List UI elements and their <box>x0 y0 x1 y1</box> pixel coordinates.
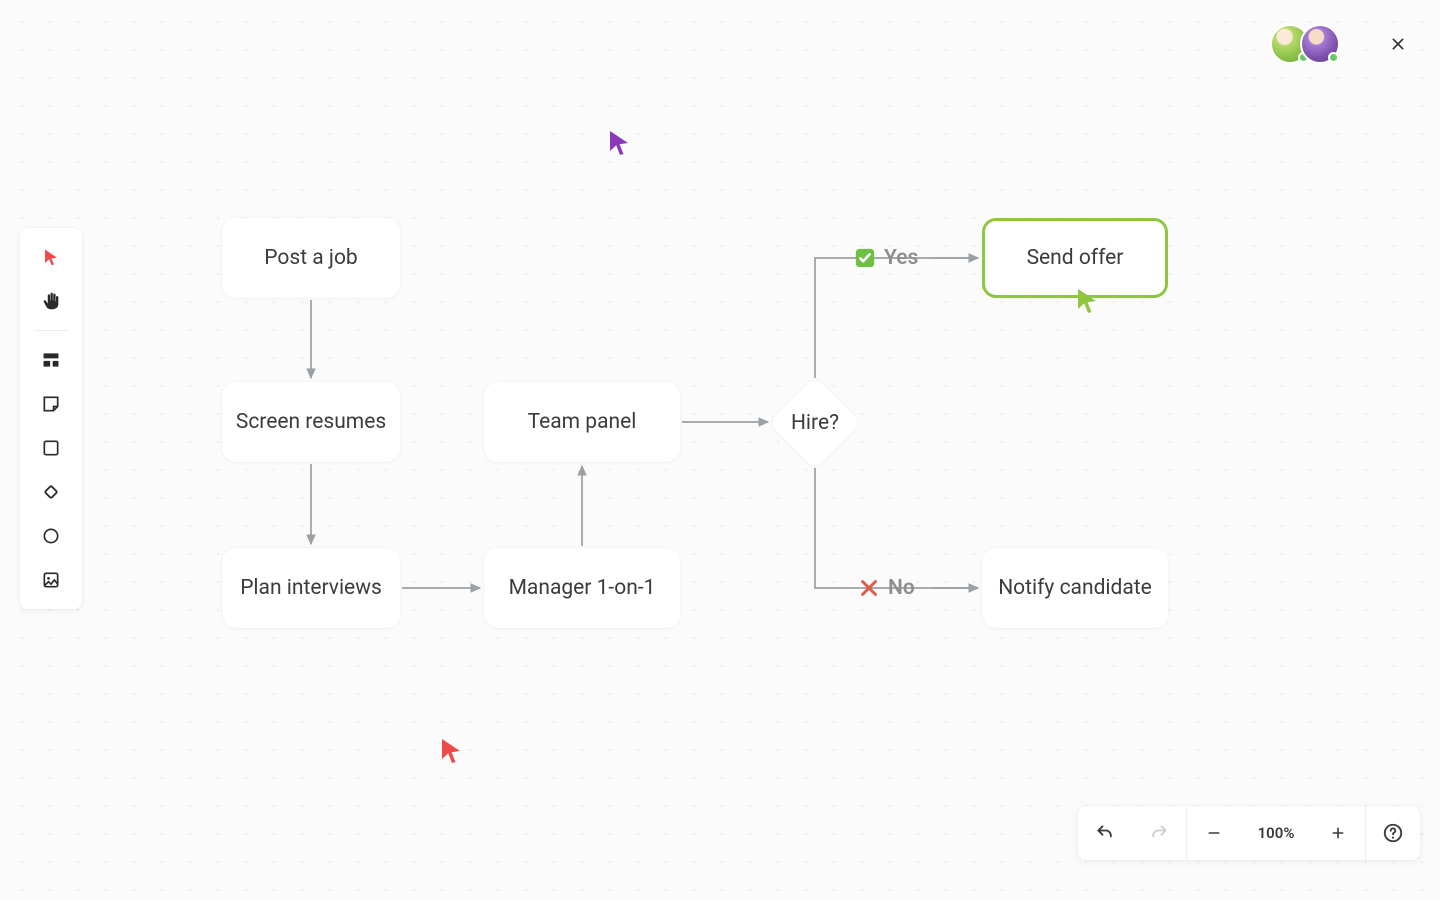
zoom-level[interactable]: 100% <box>1241 824 1311 842</box>
image-tool-icon <box>41 570 61 590</box>
node-label: Post a job <box>264 246 357 270</box>
help-icon <box>1382 822 1404 844</box>
header-right <box>1270 24 1412 64</box>
hand-tool[interactable] <box>32 282 70 320</box>
node-label: Hire? <box>764 372 866 474</box>
toolbox-divider <box>34 330 68 331</box>
branch-label-text: No <box>888 576 915 600</box>
image-tool[interactable] <box>32 561 70 599</box>
node-label: Send offer <box>1027 246 1124 270</box>
branch-label-no: No <box>858 576 915 600</box>
toolbox <box>20 228 82 609</box>
bottom-bar: 100% <box>1078 806 1420 860</box>
node-send-offer[interactable]: Send offer <box>982 218 1168 298</box>
node-post-a-job[interactable]: Post a job <box>222 218 400 298</box>
flowchart-edges <box>0 0 1440 900</box>
node-label: Plan interviews <box>240 576 382 600</box>
section-tool-icon <box>41 350 61 370</box>
collaborator-avatars <box>1270 24 1340 64</box>
branch-label-yes: Yes <box>854 246 918 270</box>
x-icon <box>858 577 880 599</box>
node-hire-decision[interactable]: Hire? <box>782 390 848 456</box>
redo-icon <box>1149 823 1169 843</box>
zoom-out-button[interactable] <box>1187 806 1241 860</box>
section-tool[interactable] <box>32 341 70 379</box>
node-screen-resumes[interactable]: Screen resumes <box>222 382 400 462</box>
presence-dot <box>1328 52 1339 63</box>
circle-tool[interactable] <box>32 517 70 555</box>
collab-cursor-red <box>440 738 464 764</box>
node-label: Team panel <box>528 410 637 434</box>
sticky-note-tool[interactable] <box>32 385 70 423</box>
avatar-user2[interactable] <box>1300 24 1340 64</box>
plus-icon <box>1330 825 1346 841</box>
collab-cursor-purple <box>608 130 632 156</box>
minus-icon <box>1206 825 1222 841</box>
rectangle-tool[interactable] <box>32 429 70 467</box>
select-tool-icon <box>42 248 60 266</box>
node-label: Screen resumes <box>236 410 386 434</box>
node-team-panel[interactable]: Team panel <box>484 382 680 462</box>
redo-button[interactable] <box>1132 806 1186 860</box>
hand-tool-icon <box>41 291 61 311</box>
help-button[interactable] <box>1366 806 1420 860</box>
close-icon <box>1390 36 1406 52</box>
zoom-in-button[interactable] <box>1311 806 1365 860</box>
undo-button[interactable] <box>1078 806 1132 860</box>
node-manager-1on1[interactable]: Manager 1-on-1 <box>484 548 680 628</box>
node-plan-interviews[interactable]: Plan interviews <box>222 548 400 628</box>
node-label: Notify candidate <box>998 576 1152 600</box>
node-label: Manager 1-on-1 <box>509 576 656 600</box>
close-button[interactable] <box>1384 30 1412 58</box>
undo-icon <box>1095 823 1115 843</box>
check-icon <box>854 247 876 269</box>
branch-label-text: Yes <box>884 246 918 270</box>
circle-tool-icon <box>41 526 61 546</box>
diamond-tool-icon <box>40 481 62 503</box>
rectangle-tool-icon <box>41 438 61 458</box>
node-notify-candidate[interactable]: Notify candidate <box>982 548 1168 628</box>
diamond-tool[interactable] <box>32 473 70 511</box>
select-tool[interactable] <box>32 238 70 276</box>
sticky-note-icon <box>41 394 61 414</box>
